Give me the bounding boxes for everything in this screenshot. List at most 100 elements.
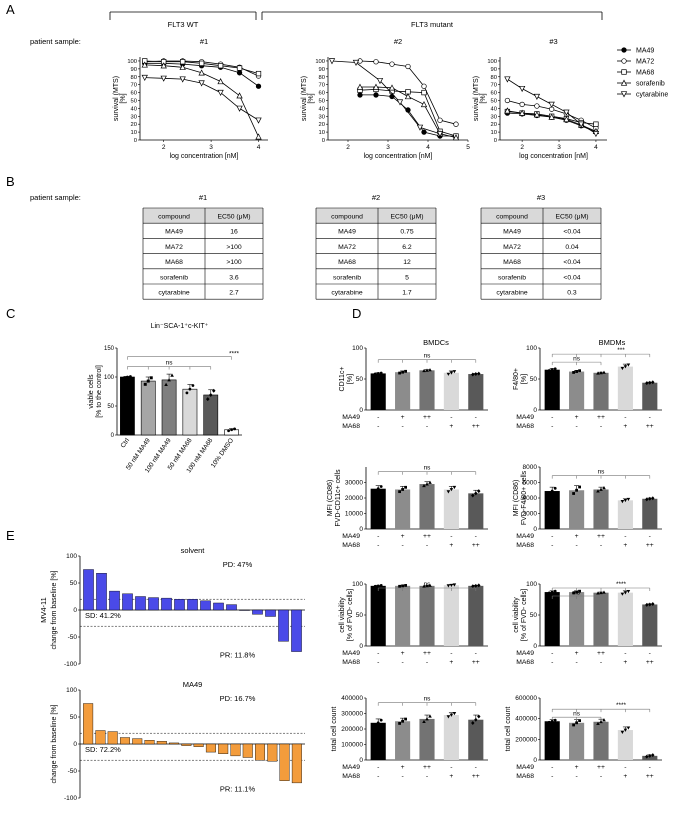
waterfall-bar	[255, 743, 266, 761]
y-tick-label: 0	[533, 407, 537, 414]
table-cell-compound: MA68	[503, 259, 521, 266]
table-cell-ec50: >100	[226, 259, 242, 266]
sign-ma68: ++	[646, 423, 654, 430]
y-tick-label: 300000	[341, 711, 363, 718]
panel-letter-d: D	[352, 306, 361, 321]
y-tick-label: 0	[533, 757, 537, 764]
y-tick-label: 2000	[523, 511, 538, 518]
chart-title: #3	[549, 37, 557, 46]
sig-label: ns	[424, 465, 432, 472]
y-tick-label: 30000	[345, 480, 363, 487]
sign-ma68: ++	[472, 773, 480, 780]
data-point	[620, 500, 625, 504]
data-point	[550, 590, 554, 594]
table-cell-ec50: 3.6	[229, 274, 239, 281]
sign-ma49: -	[377, 414, 379, 421]
y-tick-label: 400000	[515, 716, 537, 723]
legend-marker-cytarabine	[620, 91, 628, 98]
legend-marker-sorafenib	[620, 79, 628, 86]
legend-label: MA49	[636, 48, 654, 55]
data-point	[599, 719, 603, 724]
data-point-cytarabine	[518, 85, 526, 93]
y-tick-label: 0	[494, 138, 497, 144]
y-tick-label: 30	[491, 114, 497, 120]
row-label-ma68: MA68	[516, 659, 534, 666]
y-tick-label: 0	[359, 643, 363, 650]
data-point	[626, 589, 631, 594]
data-point	[553, 486, 557, 490]
waterfall-bar	[169, 742, 180, 745]
table-cell-ec50: >100	[226, 244, 242, 251]
table-header-bg	[143, 208, 263, 224]
sign-ma49: -	[624, 533, 626, 540]
data-point	[471, 584, 475, 589]
data-point-MA72	[453, 121, 459, 127]
x-tick-label: 2	[162, 144, 166, 151]
sig-label: ns	[424, 353, 432, 360]
waterfall-bar	[291, 609, 302, 652]
y-tick-label: 90	[319, 67, 325, 73]
waterfall-bar	[193, 743, 204, 747]
bar	[419, 484, 435, 529]
data-point	[398, 584, 401, 588]
x-tick-label: 4	[257, 144, 261, 151]
data-point	[596, 721, 600, 725]
bar-chart-C: Lin⁻SCA-1⁺c-KIT⁺ 0 50 100 150 viable cells [% …	[88, 323, 242, 474]
sign-ma49: ++	[597, 533, 605, 540]
data-point-sorafenib	[420, 100, 428, 108]
waterfall-bar	[252, 609, 263, 615]
sign-ma68: -	[551, 542, 553, 549]
sign-ma68: +	[623, 773, 627, 780]
y-tick-label: 20000	[345, 495, 363, 502]
data-point	[452, 583, 457, 587]
data-point	[373, 489, 377, 493]
bar	[443, 585, 459, 646]
bar	[642, 498, 658, 529]
y-axis-label: [%]	[347, 374, 354, 384]
sign-ma49: -	[624, 650, 626, 657]
data-point	[170, 373, 174, 377]
sign-ma49: -	[450, 414, 452, 421]
y-tick-label: 200000	[515, 736, 537, 743]
sign-ma68: ++	[472, 659, 480, 666]
sign-ma49: +	[575, 533, 579, 540]
data-point	[575, 488, 578, 492]
row-label-ma68: MA68	[342, 773, 360, 780]
y-tick-label: 4000	[523, 495, 538, 502]
legend-label: MA72	[636, 59, 654, 66]
x-tick-label: 3	[209, 144, 213, 151]
waterfall-bar	[187, 599, 198, 611]
table-cell-compound: MA49	[165, 229, 183, 236]
table-cell-ec50: 0.04	[565, 244, 578, 251]
y-axis-label: [%]	[521, 374, 528, 384]
data-point	[205, 397, 210, 402]
chart-title-bmdms: BMDMs	[599, 338, 626, 347]
data-point	[401, 370, 404, 374]
data-point-MA68	[180, 59, 186, 65]
sign-ma49: ++	[423, 764, 431, 771]
bar	[593, 721, 609, 760]
data-point	[648, 380, 652, 385]
bar	[569, 722, 585, 760]
waterfall-bar	[181, 743, 192, 746]
chart-title: #2	[394, 37, 402, 46]
data-point	[422, 483, 426, 488]
table-cell-ec50: 16	[230, 229, 238, 236]
table-header-bg	[316, 208, 436, 224]
bar	[468, 719, 484, 760]
sign-ma68: -	[377, 423, 379, 430]
data-point-sorafenib	[236, 92, 243, 99]
bar-chart-D4: 0 2000 4000 6000 8000 MFI (CD86) FVD-F4/80+ ce…	[513, 464, 662, 549]
data-point	[379, 485, 383, 488]
table-cell-compound: MA49	[503, 229, 521, 236]
data-point	[575, 721, 578, 725]
y-tick-label: 0	[111, 433, 115, 439]
data-point-MA49	[421, 129, 427, 135]
waterfall-bar	[83, 569, 94, 611]
sign-ma49: -	[649, 764, 651, 771]
sign-ma49: +	[575, 650, 579, 657]
data-point	[449, 371, 454, 375]
data-point	[477, 371, 481, 376]
